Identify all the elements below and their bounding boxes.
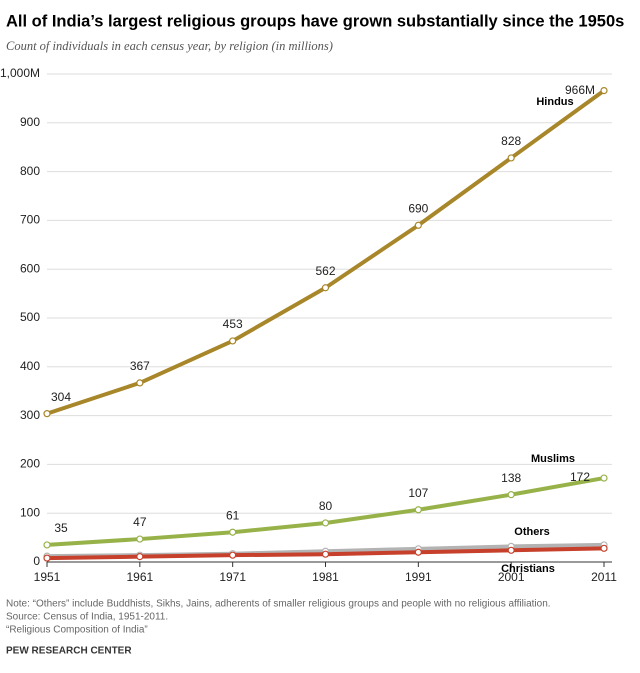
chart-title: All of India’s largest religious groups … (6, 12, 624, 30)
y-tick-label: 800 (20, 164, 40, 178)
note: Source: Census of India, 1951-2011. (6, 612, 168, 623)
point (414, 506, 422, 514)
x-tick-label: 1971 (219, 570, 246, 584)
x-tick-label: 1951 (34, 570, 61, 584)
x-tick-label: 2001 (498, 570, 525, 584)
value-label: 172 (570, 470, 590, 484)
point (414, 221, 422, 229)
value-label: 138 (501, 471, 521, 485)
point (229, 551, 237, 559)
value-label: 453 (223, 317, 243, 331)
y-tick-label: 500 (20, 310, 40, 324)
y-tick-label: 700 (20, 213, 40, 227)
point (321, 550, 330, 558)
chart-subtitle: Count of individuals in each census year… (6, 39, 333, 53)
x-tick-label: 1981 (312, 570, 339, 584)
value-label: 304 (51, 390, 71, 404)
point (321, 284, 330, 292)
credit: PEW RESEARCH CENTER (6, 646, 132, 657)
point (43, 554, 51, 562)
point (600, 86, 608, 95)
point (507, 546, 515, 554)
point (136, 379, 144, 387)
value-label: 562 (315, 264, 335, 278)
value-label: 35 (54, 521, 68, 535)
value-label: 690 (408, 201, 428, 215)
y-tick-label: 400 (20, 359, 40, 373)
point (43, 541, 51, 549)
x-tick-label: 1961 (126, 570, 153, 584)
y-tick-label: 600 (20, 261, 40, 275)
y-tick-label: 200 (20, 457, 40, 471)
value-label: 107 (408, 486, 428, 500)
value-label: 47 (133, 515, 147, 529)
series-label: Christians (501, 563, 555, 575)
value-label: 966M (565, 83, 595, 97)
point (600, 544, 608, 552)
point (507, 154, 515, 162)
y-tick-label: 900 (20, 115, 40, 129)
y-tick-label: 300 (20, 408, 40, 422)
point (229, 528, 237, 536)
y-tick-label: 100 (20, 505, 40, 519)
point (507, 491, 515, 499)
point (229, 337, 237, 345)
point (600, 474, 608, 482)
x-tick-label: 2011 (591, 570, 617, 584)
point (136, 553, 144, 561)
value-label: 80 (319, 499, 333, 513)
note: Note: “Others” include Buddhists, Sikhs,… (6, 599, 551, 610)
point (136, 535, 144, 543)
point (43, 410, 51, 418)
value-label: 828 (501, 134, 521, 148)
value-label: 367 (130, 359, 150, 373)
x-tick-label: 1991 (405, 570, 432, 584)
point (321, 519, 330, 527)
value-label: 61 (226, 508, 240, 522)
series-label: Hindus (536, 96, 573, 108)
series-label: Muslims (531, 453, 575, 465)
y-tick-label: 1,000M (0, 66, 40, 80)
point (414, 548, 422, 556)
y-tick-label: 0 (33, 554, 40, 568)
note: “Religious Composition of India” (6, 625, 148, 636)
series-label: Others (514, 526, 549, 538)
